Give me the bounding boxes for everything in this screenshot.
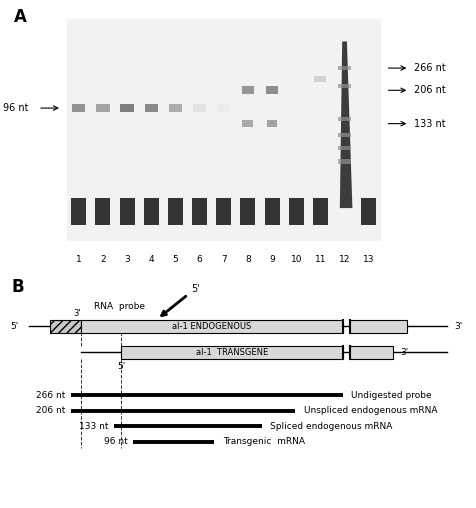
Text: 10: 10	[290, 255, 302, 264]
Bar	[242, 86, 254, 94]
Bar	[338, 146, 351, 150]
Text: 266 nt: 266 nt	[36, 391, 66, 400]
Text: al-1  TRANSGENE: al-1 TRANSGENE	[196, 347, 268, 357]
Text: 4: 4	[149, 255, 154, 264]
Bar	[121, 346, 343, 359]
Bar	[95, 198, 110, 225]
Bar	[361, 198, 376, 225]
Bar	[169, 104, 182, 112]
Text: 96 nt: 96 nt	[104, 437, 128, 447]
Text: 1: 1	[76, 255, 81, 264]
Bar	[144, 198, 159, 225]
Bar	[350, 346, 393, 359]
Bar	[267, 120, 278, 127]
Text: 5': 5'	[10, 322, 18, 331]
Bar	[338, 84, 351, 88]
Text: 12: 12	[339, 255, 350, 264]
Bar	[313, 198, 328, 225]
Text: 266 nt: 266 nt	[414, 63, 446, 73]
Text: 8: 8	[245, 255, 251, 264]
Bar	[192, 198, 207, 225]
Text: 3': 3'	[400, 348, 408, 358]
Text: 6: 6	[197, 255, 202, 264]
Bar	[314, 76, 327, 82]
Text: 2: 2	[100, 255, 106, 264]
Text: Unspliced endogenous mRNA: Unspliced endogenous mRNA	[304, 406, 437, 415]
Bar	[168, 198, 183, 225]
Bar	[217, 104, 230, 112]
Text: B: B	[12, 278, 25, 296]
Text: Transgenic  mRNA: Transgenic mRNA	[223, 437, 305, 447]
Text: 96 nt: 96 nt	[3, 103, 29, 113]
Bar	[338, 133, 351, 137]
Bar	[96, 104, 109, 112]
Text: 9: 9	[269, 255, 275, 264]
Text: A: A	[14, 8, 27, 26]
Text: 206 nt: 206 nt	[36, 406, 66, 415]
Bar	[242, 120, 253, 127]
Text: 133 nt: 133 nt	[414, 119, 446, 129]
Text: 206 nt: 206 nt	[414, 85, 446, 96]
Text: 133 nt: 133 nt	[79, 422, 109, 431]
Bar	[265, 198, 279, 225]
Bar	[193, 104, 206, 112]
Bar	[338, 159, 351, 164]
Text: 5': 5'	[117, 362, 126, 371]
Polygon shape	[340, 42, 352, 208]
Bar	[350, 320, 407, 333]
Bar	[289, 198, 304, 225]
Bar	[266, 86, 278, 94]
Bar	[145, 104, 158, 112]
Text: 13: 13	[363, 255, 375, 264]
Text: 11: 11	[315, 255, 326, 264]
Bar	[338, 66, 351, 70]
Text: RNA  probe: RNA probe	[93, 302, 145, 311]
Bar	[72, 104, 85, 112]
Bar	[240, 198, 256, 225]
Bar	[216, 198, 231, 225]
Bar	[67, 19, 381, 241]
Bar	[50, 320, 81, 333]
Bar	[338, 117, 351, 121]
Text: Undigested probe: Undigested probe	[351, 391, 432, 400]
Bar	[119, 198, 135, 225]
Text: 3: 3	[124, 255, 130, 264]
Bar	[81, 320, 343, 333]
Bar	[71, 198, 86, 225]
Text: 5: 5	[172, 255, 178, 264]
Text: 5': 5'	[162, 284, 199, 315]
Text: Spliced endogenous mRNA: Spliced endogenous mRNA	[270, 422, 393, 431]
Text: 7: 7	[221, 255, 227, 264]
Text: 3': 3'	[455, 322, 463, 331]
Text: al-1 ENDOGENOUS: al-1 ENDOGENOUS	[172, 322, 251, 331]
Text: 3': 3'	[73, 309, 81, 319]
Bar	[120, 104, 134, 112]
